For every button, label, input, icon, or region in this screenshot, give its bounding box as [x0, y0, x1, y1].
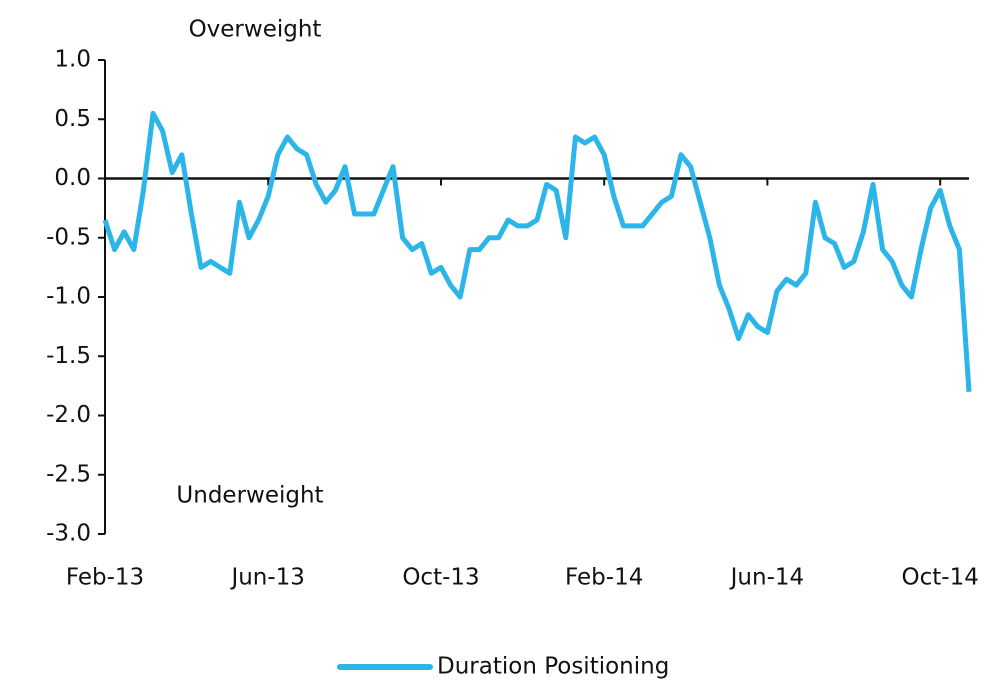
- data-line: [102, 110, 972, 392]
- y-tick-label: 1.0: [54, 47, 91, 73]
- y-tick-label: -0.5: [46, 224, 91, 250]
- y-tick-label: -1.5: [46, 343, 91, 369]
- y-tick-label: -2.0: [46, 402, 91, 428]
- y-tick-label: -2.5: [46, 461, 91, 487]
- y-tick-label: -1.0: [46, 284, 91, 310]
- y-tick-label: -3.0: [46, 521, 91, 547]
- x-tick-label: Oct-14: [902, 565, 979, 591]
- legend-label: Duration Positioning: [437, 654, 669, 680]
- x-tick-label: Feb-14: [565, 565, 643, 591]
- y-tick-label: 0.5: [54, 106, 91, 132]
- x-tick-label: Jun-13: [229, 565, 305, 591]
- y-tick-label: 0.0: [54, 165, 91, 191]
- x-tick-label: Oct-13: [402, 565, 479, 591]
- x-tick-label: Jun-14: [729, 565, 805, 591]
- annotation: Overweight: [189, 17, 322, 43]
- annotation: Underweight: [176, 483, 323, 509]
- x-tick-label: Feb-13: [66, 565, 144, 591]
